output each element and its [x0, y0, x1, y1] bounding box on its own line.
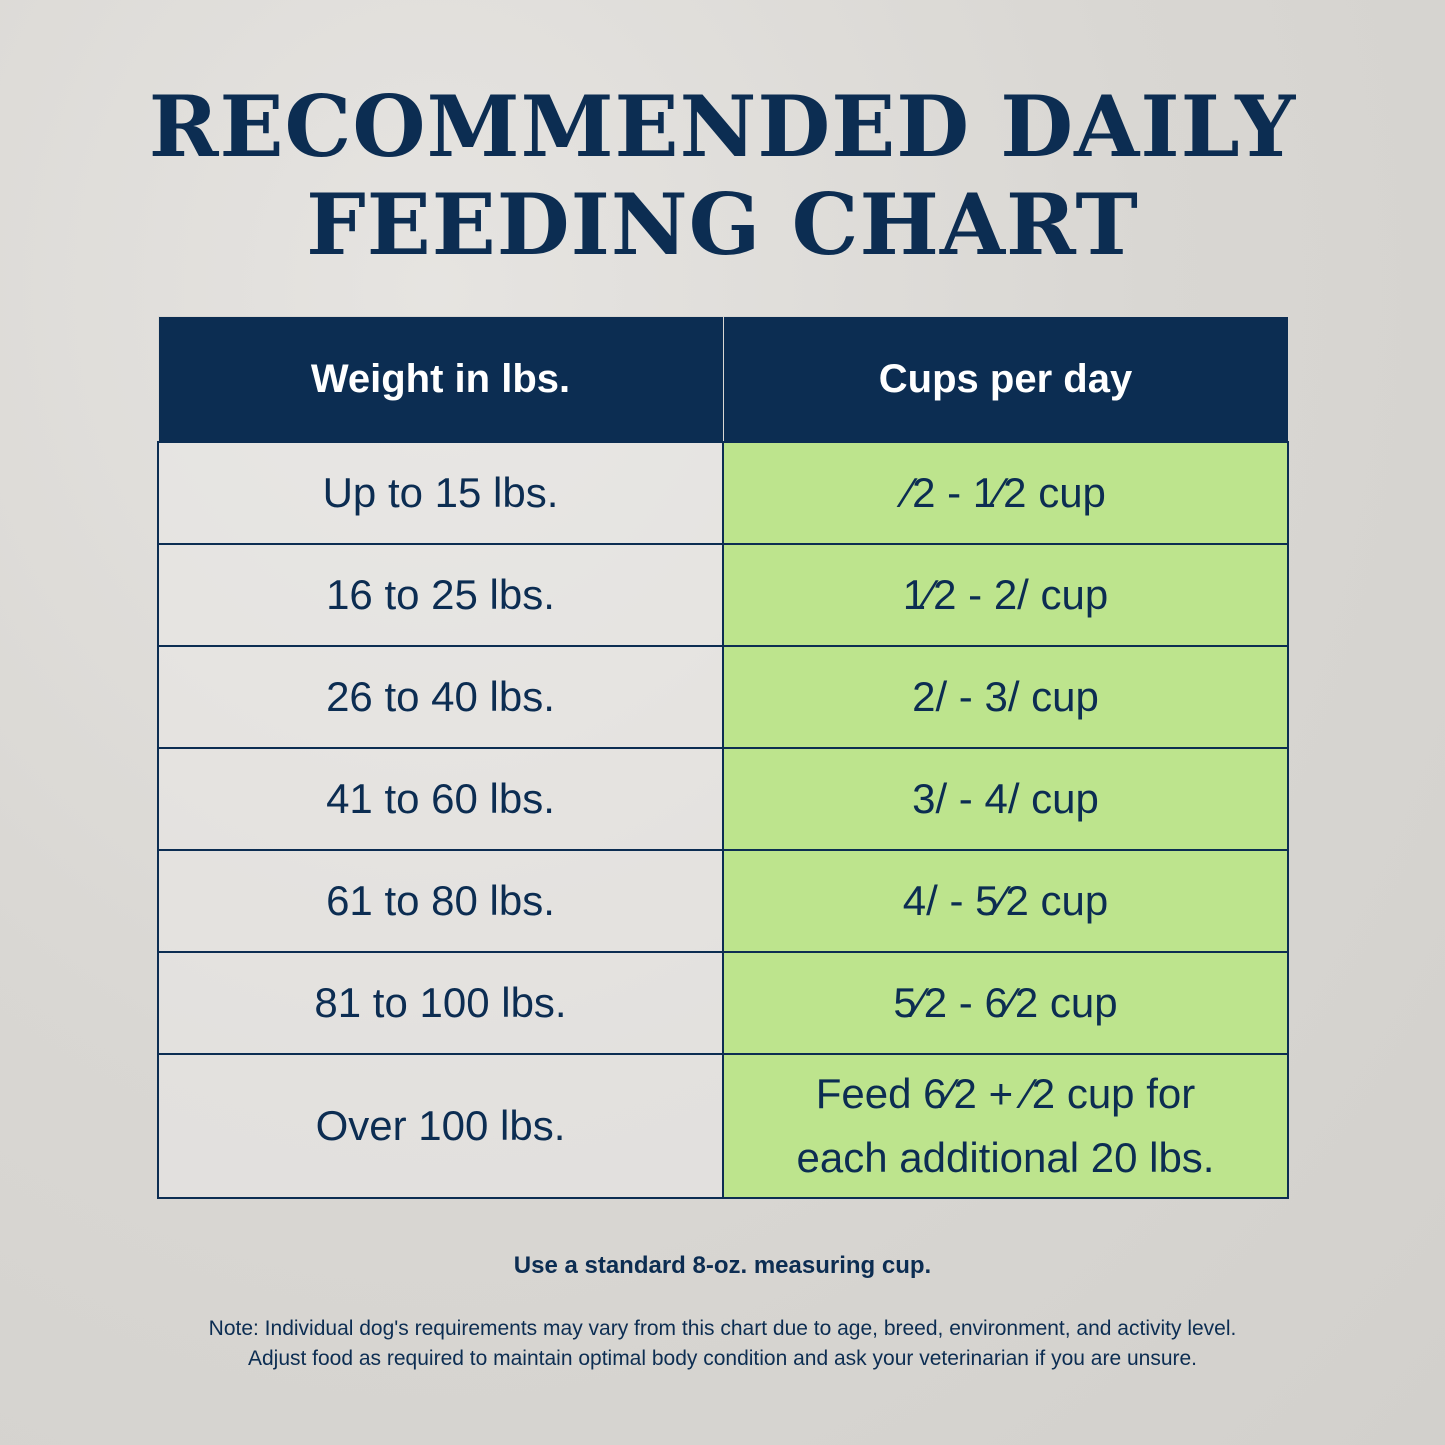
table-row: 26 to 40 lbs. 2/ - 3/ cup [157, 645, 1289, 749]
weight-cell: 61 to 80 lbs. [157, 849, 724, 953]
cups-line-2: each additional 20 lbs. [796, 1134, 1215, 1181]
disclaimer: Note: Individual dog's requirements may … [0, 1314, 1445, 1374]
table-row: 16 to 25 lbs. 1⁄2 - 2/ cup [157, 543, 1289, 647]
table-row: 61 to 80 lbs. 4/ - 5⁄2 cup [157, 849, 1289, 953]
disclaimer-line-1: Note: Individual dog's requirements may … [208, 1317, 1237, 1340]
cups-cell: Feed 6⁄2 + ⁄2 cup for each additional 20 … [722, 1053, 1289, 1199]
cups-cell: 4/ - 5⁄2 cup [722, 849, 1289, 953]
weight-cell: Over 100 lbs. [157, 1053, 724, 1199]
title-line-2: FEEDING CHART [306, 175, 1139, 274]
weight-cell: 16 to 25 lbs. [157, 543, 724, 647]
table-row: Over 100 lbs. Feed 6⁄2 + ⁄2 cup for each a… [157, 1053, 1289, 1199]
title-line-1: RECOMMENDED DAILY [148, 77, 1297, 176]
table-row: 41 to 60 lbs. 3/ - 4/ cup [157, 747, 1289, 851]
cups-cell: ⁄2 - 1⁄2 cup [722, 441, 1289, 545]
header-weight: Weight in lbs. [157, 316, 724, 443]
cups-cell: 2/ - 3/ cup [722, 645, 1289, 749]
cups-cell: 3/ - 4/ cup [722, 747, 1289, 851]
header-cups: Cups per day [722, 316, 1289, 443]
cups-cell: 1⁄2 - 2/ cup [722, 543, 1289, 647]
measuring-note: Use a standard 8-oz. measuring cup. [513, 1252, 932, 1279]
cups-cell: 5⁄2 - 6⁄2 cup [722, 951, 1289, 1055]
table-row: Up to 15 lbs. ⁄2 - 1⁄2 cup [157, 441, 1289, 545]
cups-line-1: Feed 6⁄2 + ⁄2 cup for [815, 1070, 1196, 1117]
disclaimer-line-2: Adjust food as required to maintain opti… [247, 1347, 1198, 1370]
weight-cell: 81 to 100 lbs. [157, 951, 724, 1055]
table-header-row: Weight in lbs. Cups per day [157, 316, 1289, 443]
feeding-table: Weight in lbs. Cups per day Up to 15 lbs… [157, 316, 1289, 1199]
page-title: RECOMMENDED DAILY FEEDING CHART [0, 78, 1445, 274]
weight-cell: Up to 15 lbs. [157, 441, 724, 545]
weight-cell: 26 to 40 lbs. [157, 645, 724, 749]
table-row: 81 to 100 lbs. 5⁄2 - 6⁄2 cup [157, 951, 1289, 1055]
weight-cell: 41 to 60 lbs. [157, 747, 724, 851]
